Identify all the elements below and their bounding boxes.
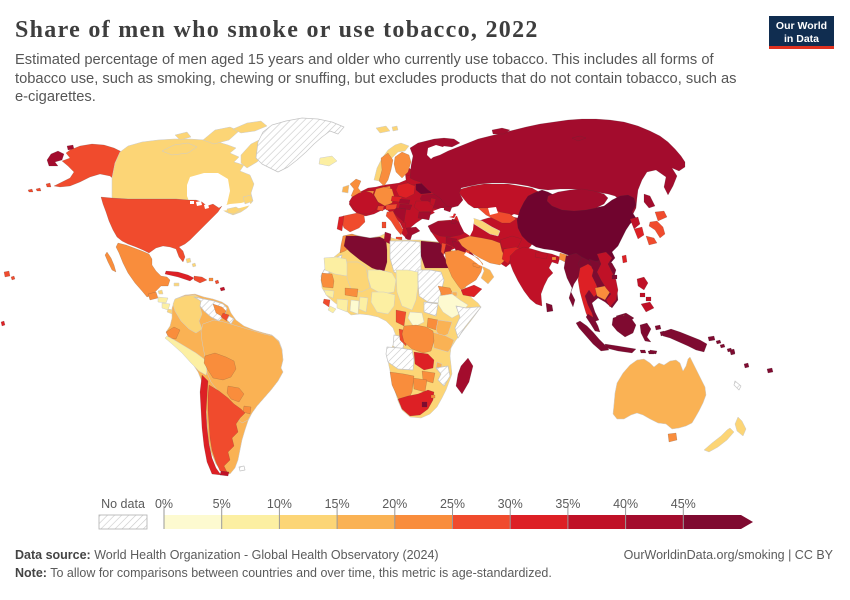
svg-text:40%: 40% bbox=[613, 497, 638, 511]
svg-text:5%: 5% bbox=[213, 497, 231, 511]
svg-text:15%: 15% bbox=[325, 497, 350, 511]
svg-text:45%: 45% bbox=[671, 497, 696, 511]
svg-text:35%: 35% bbox=[555, 497, 580, 511]
svg-text:10%: 10% bbox=[267, 497, 292, 511]
svg-text:0%: 0% bbox=[155, 497, 173, 511]
svg-text:No data: No data bbox=[101, 497, 145, 511]
svg-text:30%: 30% bbox=[498, 497, 523, 511]
svg-text:25%: 25% bbox=[440, 497, 465, 511]
svg-text:20%: 20% bbox=[382, 497, 407, 511]
